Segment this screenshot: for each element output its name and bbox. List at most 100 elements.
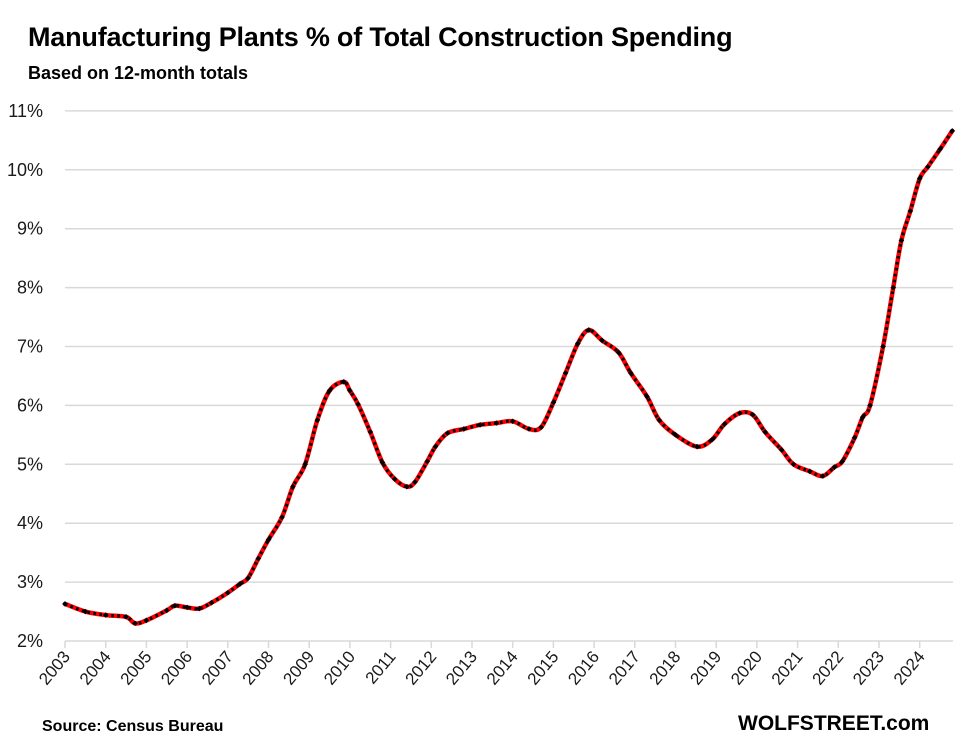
x-axis-ticks: 2003 2004 2005 2006 2007 2008 2009 2010 2011 2012… (35, 641, 929, 689)
data-point (367, 429, 374, 435)
gridlines (65, 110, 953, 642)
data-point (314, 417, 321, 423)
data-point (599, 337, 606, 344)
data-point (432, 443, 439, 450)
data-point (237, 581, 243, 587)
data-point (839, 458, 846, 465)
data-point (163, 607, 170, 614)
y-axis-ticks: 2% 3% 4% 5% 6% 7% 8% 9% 10% 11% (7, 101, 43, 651)
data-point (721, 421, 728, 428)
data-point (477, 422, 483, 428)
chart-title: Manufacturing Plants % of Total Construc… (28, 22, 733, 52)
series-marker-pattern (64, 130, 954, 626)
x-tick-label: 2024 (890, 647, 929, 688)
x-tick-label: 2023 (849, 647, 888, 688)
data-point (82, 608, 89, 615)
data-point (644, 393, 650, 400)
data-point (820, 473, 826, 479)
data-point (656, 417, 663, 423)
data-point (898, 237, 905, 244)
data-point (245, 575, 251, 581)
x-tick-label: 2012 (401, 647, 440, 688)
data-point (538, 424, 545, 431)
data-point (562, 370, 569, 376)
data-point (326, 387, 333, 394)
data-point (949, 128, 956, 134)
x-tick-label: 2018 (646, 647, 685, 688)
data-point (762, 429, 768, 435)
data-point (778, 446, 785, 453)
x-tick-label: 2017 (605, 647, 644, 688)
x-tick-label: 2007 (198, 647, 237, 688)
data-point (224, 589, 231, 596)
data-point (750, 411, 756, 418)
data-point (615, 349, 622, 356)
data-point (123, 614, 129, 620)
source-note: Source: Census Bureau (42, 718, 224, 735)
x-tick-label: 2008 (239, 647, 278, 688)
data-point (391, 476, 398, 482)
data-point (806, 468, 813, 475)
data-point (444, 430, 451, 436)
x-tick-label: 2015 (524, 647, 563, 688)
x-tick-label: 2005 (117, 647, 156, 688)
data-point (694, 443, 700, 450)
series-group (62, 128, 956, 627)
data-point (404, 483, 410, 490)
x-tick-label: 2016 (564, 647, 603, 688)
data-point (672, 432, 679, 438)
y-tick-label: 11% (8, 101, 43, 121)
data-point (265, 536, 272, 543)
x-tick-label: 2014 (483, 647, 522, 688)
data-point (574, 340, 581, 347)
data-point (355, 401, 361, 408)
data-point (461, 426, 467, 432)
data-point (132, 620, 138, 627)
x-tick-label: 2010 (320, 647, 359, 688)
data-point (302, 461, 308, 468)
data-point (859, 414, 866, 421)
data-point (196, 605, 203, 612)
data-point (172, 602, 178, 609)
data-point (627, 370, 634, 376)
y-tick-label: 9% (17, 219, 43, 239)
y-tick-label: 2% (17, 631, 43, 651)
chart-subtitle: Based on 12-month totals (28, 63, 249, 83)
data-point (585, 327, 592, 333)
y-tick-label: 5% (17, 454, 43, 474)
data-point (184, 604, 190, 611)
data-point (851, 434, 858, 441)
data-point (937, 146, 943, 153)
data-point (790, 461, 797, 468)
data-point (424, 458, 431, 465)
x-tick-label: 2004 (76, 647, 115, 688)
data-point (831, 464, 838, 471)
data-point (347, 387, 353, 394)
data-point (102, 612, 109, 618)
data-point (340, 379, 347, 385)
y-tick-label: 3% (17, 572, 43, 592)
data-point (526, 426, 532, 432)
brand-watermark: WOLFSTREET.com (738, 712, 930, 735)
data-point (62, 601, 68, 607)
data-point (412, 479, 418, 485)
data-point (255, 555, 262, 562)
x-tick-label: 2003 (35, 647, 74, 688)
data-point (709, 436, 715, 443)
y-tick-label: 4% (17, 513, 43, 533)
data-point (379, 459, 386, 466)
data-point (880, 343, 886, 350)
data-point (279, 514, 285, 521)
x-tick-label: 2006 (157, 647, 196, 688)
series-line (62, 128, 955, 626)
data-point (143, 617, 150, 624)
data-point (890, 284, 897, 291)
data-point (925, 164, 931, 170)
x-tick-label: 2021 (768, 647, 807, 688)
data-point (907, 208, 914, 214)
data-point (867, 402, 873, 409)
data-point (290, 483, 296, 490)
x-tick-label: 2011 (362, 647, 400, 687)
x-tick-label: 2013 (442, 647, 481, 688)
